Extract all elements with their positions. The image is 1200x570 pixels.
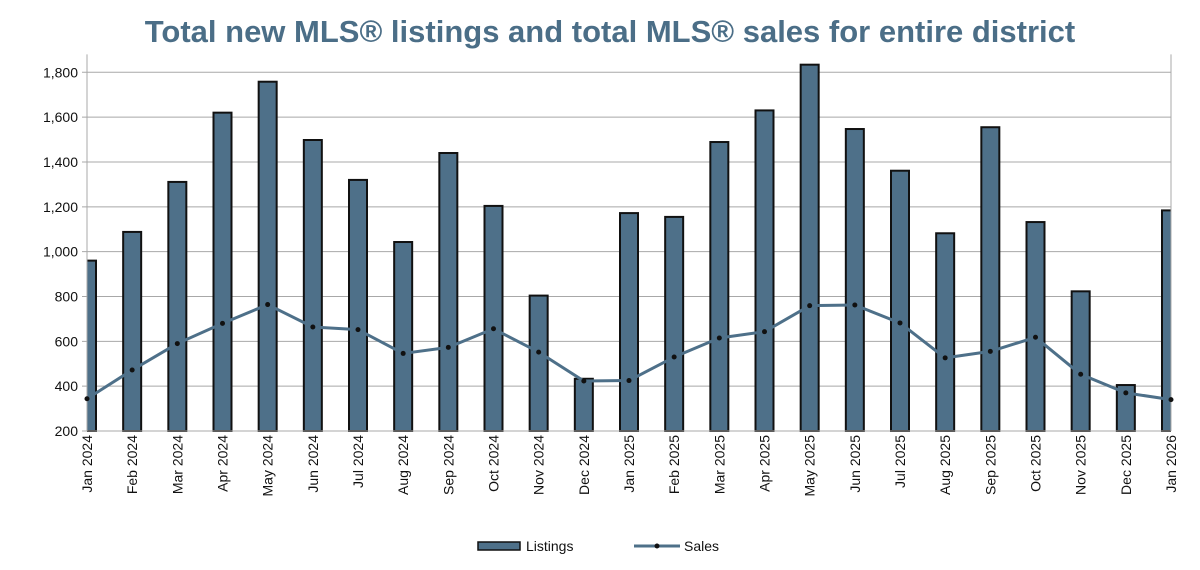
y-tick-labels: 200 400 600 800 1,000 1,200 1,400 1,600 1,800	[43, 64, 78, 439]
listings-bar	[573, 377, 594, 432]
sales-point	[762, 329, 767, 335]
sales-point	[310, 324, 316, 330]
x-tick-label: Jan 2024	[79, 435, 95, 493]
legend: Listings Sales	[477, 538, 719, 554]
x-tick-label: Sep 2024	[440, 435, 456, 495]
listings-bar	[483, 204, 504, 432]
sales-point	[536, 349, 542, 355]
x-tick-label: Nov 2024	[531, 435, 547, 495]
listings-bar	[1161, 209, 1171, 432]
sales-point	[716, 335, 722, 341]
sales-point	[1123, 390, 1129, 396]
listings-bar	[302, 139, 323, 432]
x-tick-label: May 2024	[260, 435, 276, 497]
x-tick-label: Feb 2025	[666, 435, 682, 494]
x-tick-label: Jan 2025	[621, 435, 637, 493]
y-tick-label: 1,400	[43, 154, 78, 170]
x-tick-label: Mar 2025	[711, 435, 727, 494]
listings-bar	[438, 152, 459, 432]
listings-bar	[935, 232, 956, 432]
axes	[86, 54, 1172, 432]
legend-sales-label: Sales	[684, 538, 719, 554]
listings-bar	[87, 259, 97, 432]
y-tick-label: 800	[55, 288, 79, 304]
sales-point	[852, 302, 858, 308]
listings-bar	[528, 294, 549, 432]
y-tick-label: 1,600	[43, 109, 78, 125]
listings-bar	[348, 178, 368, 432]
x-tick-labels: Jan 2024 Feb 2024 Mar 2024 Apr 2024 May 2024…	[79, 435, 1179, 497]
x-tick-label: Dec 2025	[1118, 435, 1134, 495]
x-tick-label: Feb 2024	[124, 435, 140, 494]
listings-bar	[890, 169, 910, 432]
legend-listings-label: Listings	[526, 538, 573, 554]
sales-point	[1078, 371, 1084, 377]
listings-bar	[664, 215, 685, 432]
sales-point	[174, 341, 180, 347]
sales-line	[84, 302, 1174, 403]
x-tick-label: Jul 2024	[350, 435, 366, 488]
x-tick-label: Jun 2024	[305, 435, 321, 493]
x-tick-label: Jul 2025	[892, 435, 908, 488]
listings-bar	[1070, 290, 1091, 432]
x-tick-label: Apr 2024	[215, 435, 231, 492]
sales-point	[581, 378, 587, 384]
sales-point	[265, 302, 271, 308]
sales-point	[897, 320, 903, 326]
x-tick-label: Jun 2025	[847, 435, 863, 493]
sales-point	[84, 396, 90, 402]
legend-sales-marker	[654, 543, 660, 549]
sales-point	[1168, 397, 1174, 403]
listings-bar	[980, 126, 1001, 432]
listings-bar	[257, 80, 278, 432]
sales-point	[987, 348, 993, 354]
x-tick-label: Oct 2025	[1028, 435, 1044, 492]
y-tick-label: 1,800	[43, 64, 78, 80]
y-tick-label: 1,200	[43, 199, 78, 215]
x-tick-label: Apr 2025	[757, 435, 773, 492]
y-tick-label: 200	[55, 423, 79, 439]
x-tick-label: Nov 2025	[1073, 435, 1089, 495]
listings-bar	[709, 141, 730, 432]
sales-point	[220, 320, 225, 326]
sales-point	[626, 378, 632, 384]
x-tick-label: Jan 2026	[1163, 435, 1179, 493]
sales-point	[355, 327, 361, 333]
x-tick-label: Dec 2024	[576, 435, 592, 495]
sales-point	[671, 354, 677, 360]
x-tick-label: May 2025	[802, 435, 818, 497]
listings-bar	[1025, 221, 1046, 432]
sales-point	[129, 367, 135, 373]
y-tick-label: 600	[55, 333, 79, 349]
listings-bar	[799, 63, 820, 432]
listings-bar	[844, 128, 865, 432]
x-tick-label: Sep 2025	[982, 435, 998, 495]
sales-point	[400, 350, 406, 356]
sales-point	[807, 303, 813, 309]
x-tick-label: Oct 2024	[486, 435, 502, 492]
listings-bar	[754, 109, 775, 432]
sales-point	[1033, 334, 1038, 340]
y-tick-label: 400	[55, 378, 79, 394]
x-tick-label: Aug 2025	[937, 435, 953, 495]
legend-listings-swatch	[477, 541, 521, 551]
y-tick-label: 1,000	[43, 244, 78, 260]
chart-title: Total new MLS® listings and total MLS® s…	[144, 14, 1076, 49]
sales-point	[445, 344, 451, 350]
listings-bar	[212, 111, 233, 432]
x-tick-label: Mar 2024	[169, 435, 185, 494]
sales-point	[942, 355, 948, 361]
listings-bar	[393, 241, 414, 432]
x-tick-label: Aug 2024	[395, 435, 411, 495]
listings-bar	[167, 180, 188, 432]
listings-bar	[619, 212, 639, 432]
listings-bar	[122, 230, 143, 432]
listings-bars	[87, 63, 1171, 432]
sales-point	[491, 326, 496, 332]
